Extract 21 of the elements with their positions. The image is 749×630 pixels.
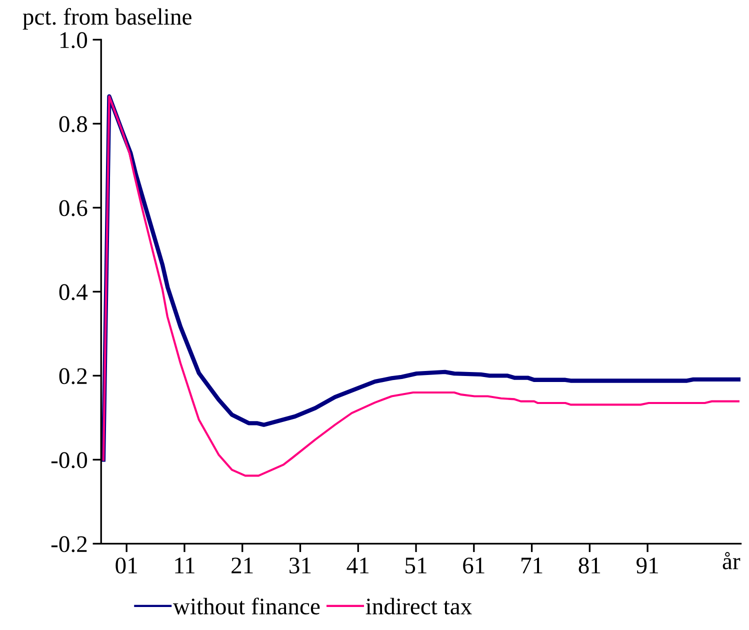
x-tick-label: 21: [232, 558, 253, 574]
x-tick-label: 61: [463, 558, 484, 574]
y-tick-label: 0.2: [59, 368, 87, 384]
x-tick-label: 91: [636, 558, 658, 574]
y-tick-label: -0.2: [51, 536, 87, 552]
legend-label: indirect tax: [366, 598, 472, 614]
y-tick-label: 0.4: [59, 284, 88, 300]
x-axis-title: år: [722, 552, 740, 570]
x-tick-label: 31: [290, 558, 311, 574]
y-axis-title: pct. from baseline: [22, 8, 192, 30]
x-tick-label: 81: [578, 558, 600, 574]
x-tick-label: 71: [522, 558, 542, 574]
y-tick-label: 1.0: [60, 32, 88, 48]
y-tick-label: 0.8: [59, 116, 88, 132]
x-tick-label: 11: [175, 558, 194, 574]
y-tick-label: 0.6: [59, 200, 88, 216]
x-tick-label: 01: [116, 558, 137, 574]
x-tick-label: 51: [406, 558, 426, 574]
legend-label: without finance: [172, 598, 320, 614]
x-tick-label: 41: [346, 558, 369, 574]
y-tick-label: -0.0: [51, 452, 88, 468]
